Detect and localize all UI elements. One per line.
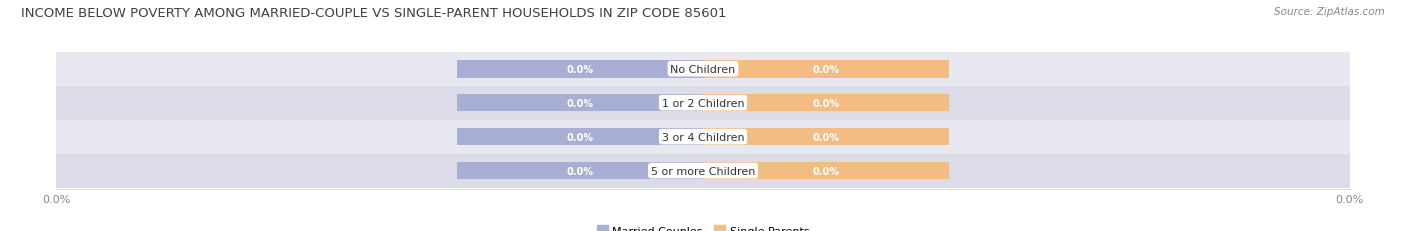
Text: 1 or 2 Children: 1 or 2 Children [662,98,744,108]
Text: 3 or 4 Children: 3 or 4 Children [662,132,744,142]
Text: 0.0%: 0.0% [567,98,593,108]
Text: Source: ZipAtlas.com: Source: ZipAtlas.com [1274,7,1385,17]
Bar [457,61,703,78]
Bar [703,94,949,112]
Text: 0.0%: 0.0% [567,132,593,142]
Bar [56,120,1350,154]
Text: 0.0%: 0.0% [813,132,839,142]
Text: 5 or more Children: 5 or more Children [651,166,755,176]
Bar [703,162,949,180]
Text: 0.0%: 0.0% [813,98,839,108]
Bar [703,128,949,146]
Text: 0.0%: 0.0% [567,64,593,74]
Bar [56,154,1350,188]
Legend: Married Couples, Single Parents: Married Couples, Single Parents [596,225,810,231]
Text: 0.0%: 0.0% [813,64,839,74]
Bar [56,52,1350,86]
Text: No Children: No Children [671,64,735,74]
Bar [703,61,949,78]
Bar [56,86,1350,120]
Text: INCOME BELOW POVERTY AMONG MARRIED-COUPLE VS SINGLE-PARENT HOUSEHOLDS IN ZIP COD: INCOME BELOW POVERTY AMONG MARRIED-COUPL… [21,7,727,20]
Bar [457,128,703,146]
Bar [457,94,703,112]
Text: 0.0%: 0.0% [813,166,839,176]
Bar [457,162,703,180]
Text: 0.0%: 0.0% [567,166,593,176]
